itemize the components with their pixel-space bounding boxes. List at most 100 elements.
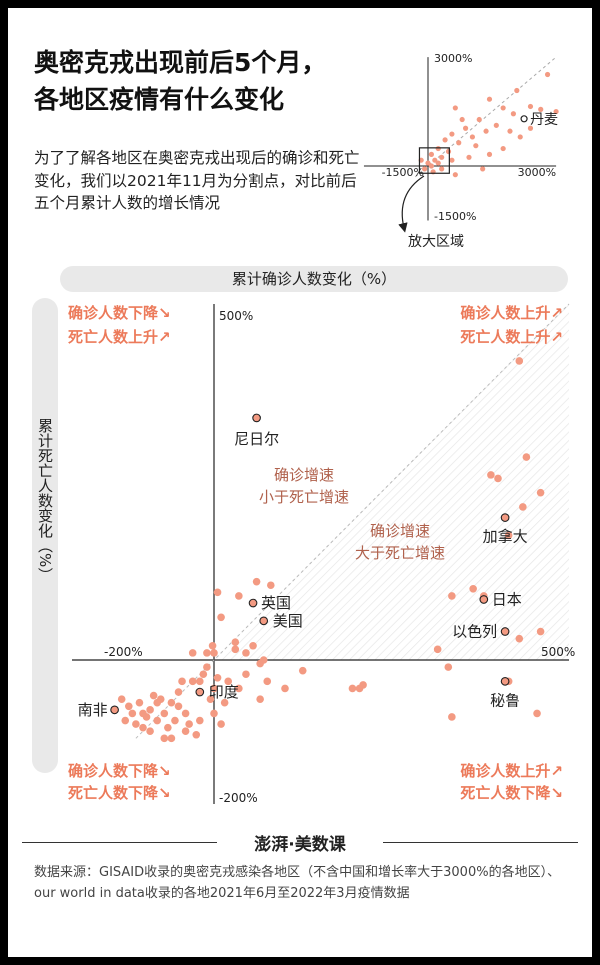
inset-point — [459, 116, 465, 123]
labeled-point — [500, 677, 510, 686]
data-point — [149, 691, 158, 700]
title-line-2: 各地区疫情有什么变化 — [34, 85, 285, 114]
inset-point — [449, 131, 455, 137]
quadrant-label-bottom-right-2: 死亡人数下降↘ — [460, 784, 563, 802]
inset-point — [428, 163, 435, 169]
data-point — [533, 709, 541, 718]
inset-point — [544, 71, 551, 78]
data-point — [249, 641, 257, 650]
labeled-point — [479, 595, 489, 604]
labeled-point — [248, 598, 258, 608]
data-point — [174, 702, 183, 711]
data-point — [242, 649, 250, 657]
data-source-note: 数据来源：GISAID收录的奥密克戎感染各地区（不含中国和增长率大于3000%的… — [34, 865, 561, 901]
inset-point — [435, 160, 441, 166]
inset-point — [439, 154, 445, 160]
data-point — [196, 716, 204, 725]
brand-footer: 澎湃·美数课 — [8, 830, 592, 855]
data-point — [433, 645, 442, 654]
inset-point — [442, 137, 448, 143]
data-point — [224, 677, 232, 686]
inset-point — [428, 151, 435, 157]
y-axis-title-bar — [32, 298, 58, 773]
data-point — [213, 674, 222, 682]
point-label: 印度 — [209, 683, 239, 701]
data-point — [298, 666, 307, 675]
footer-rule-left — [22, 842, 217, 843]
point-label: 日本 — [492, 590, 522, 608]
inset-point — [432, 157, 438, 163]
inset-point — [507, 128, 513, 134]
inset-point — [449, 157, 455, 163]
region-label-upper-1: 确诊增速 — [274, 466, 334, 484]
quadrant-label-top-left-1: 确诊人数下降↘ — [68, 304, 171, 322]
data-point — [448, 592, 456, 600]
inset-callout-label: 丹麦 — [530, 112, 558, 128]
data-point — [208, 641, 217, 650]
data-point — [146, 727, 154, 735]
data-point — [117, 695, 126, 703]
inset-point — [456, 140, 462, 146]
data-point — [519, 503, 527, 511]
point-label: 秘鲁 — [490, 691, 520, 709]
data-point — [235, 592, 243, 600]
inset-point — [538, 106, 544, 112]
inset-y-bottom-label: -1500% — [434, 210, 476, 223]
data-point — [146, 706, 154, 714]
labeled-point — [252, 413, 261, 423]
inset-point — [527, 125, 534, 131]
labeled-point — [259, 616, 269, 626]
data-point — [128, 709, 137, 718]
data-point — [355, 684, 364, 693]
data-point — [199, 670, 208, 679]
quadrant-label-top-right-1: 确诊人数上升↗ — [460, 304, 563, 322]
inset-point — [421, 166, 428, 172]
inset-point — [527, 103, 534, 110]
point-label: 以色列 — [452, 623, 497, 641]
inset-point — [476, 116, 482, 123]
point-label: 英国 — [261, 594, 291, 612]
x-axis-title-bar — [60, 266, 568, 292]
data-point — [196, 677, 204, 686]
inset-point — [493, 122, 499, 128]
x-axis-title: 累计确诊人数变化（%） — [232, 270, 396, 288]
title-line-1: 奥密克戎出现前后5个月， — [34, 48, 327, 77]
data-point — [206, 695, 215, 703]
data-point — [448, 713, 456, 721]
y-axis-title: 累计死亡人数变化（%） — [36, 418, 54, 582]
labeled-point — [500, 627, 510, 636]
data-point — [121, 716, 130, 725]
data-point — [536, 488, 545, 497]
data-point — [203, 663, 211, 671]
inset-point — [462, 125, 469, 131]
data-point — [164, 723, 172, 732]
inset-point — [510, 111, 516, 117]
region-label-lower-2: 大于死亡增速 — [355, 544, 445, 562]
inset-y-top-label: 3000% — [434, 52, 472, 65]
data-point — [132, 720, 140, 728]
point-label: 美国 — [273, 612, 303, 630]
data-point — [210, 684, 218, 693]
data-point — [153, 716, 161, 725]
data-point — [210, 709, 218, 718]
data-point — [125, 702, 133, 711]
data-point — [160, 734, 169, 743]
data-point — [135, 698, 144, 707]
inset-point — [445, 148, 452, 155]
data-point — [515, 634, 524, 643]
inset-x-right-label: 3000% — [518, 166, 556, 179]
data-point — [231, 645, 240, 654]
data-point — [181, 709, 190, 718]
inset-point — [469, 134, 476, 140]
data-point — [242, 670, 250, 679]
data-point — [263, 677, 272, 686]
labeled-point — [110, 705, 119, 715]
inset-point — [514, 87, 520, 94]
labeled-point — [500, 513, 510, 522]
data-point — [203, 649, 211, 657]
data-point — [487, 471, 495, 479]
data-point — [515, 357, 524, 365]
data-point — [171, 716, 179, 725]
y-tick-min: -200% — [219, 791, 258, 805]
